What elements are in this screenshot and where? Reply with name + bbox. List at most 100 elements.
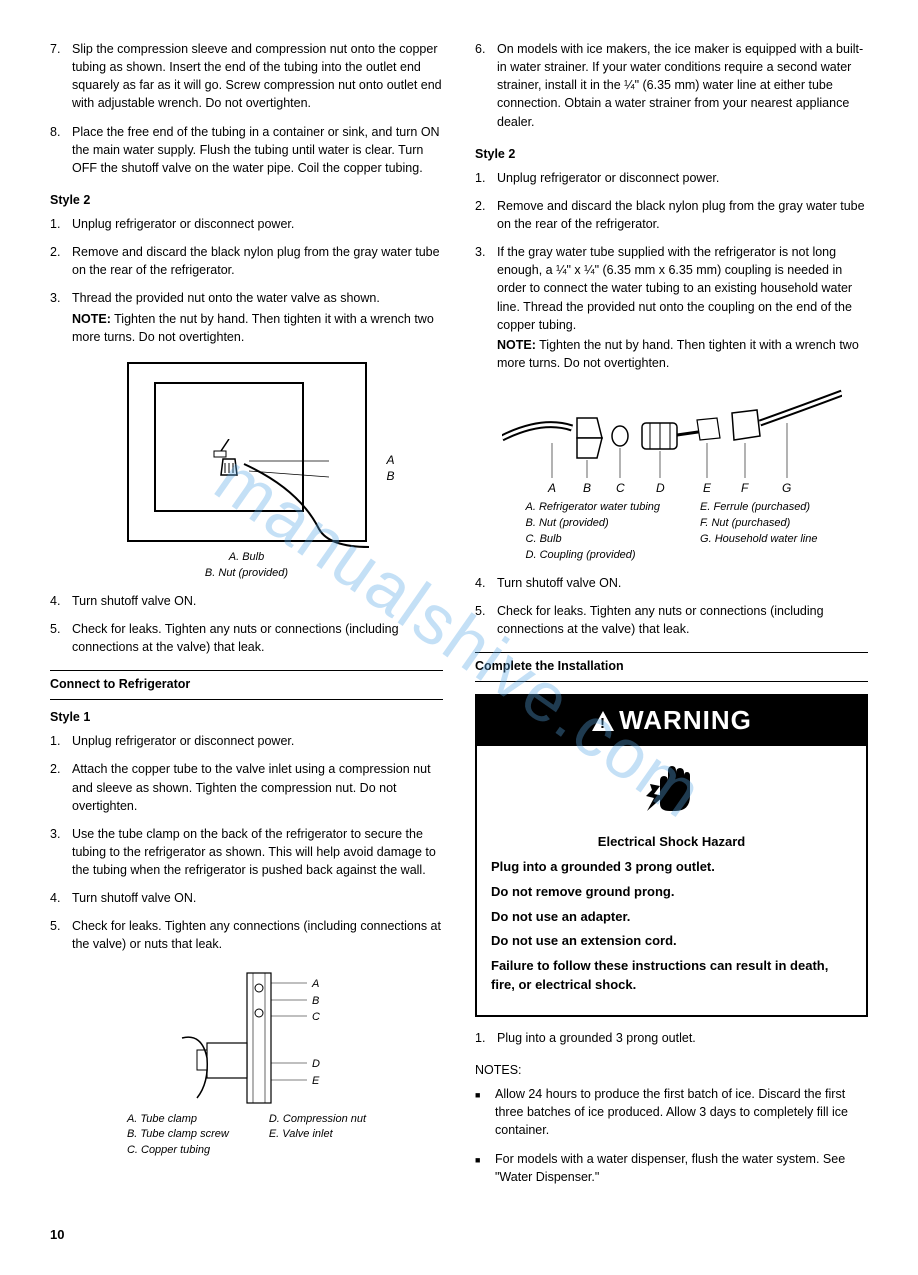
right-column: 6.On models with ice makers, the ice mak… [475, 40, 868, 1196]
warning-title: Electrical Shock Hazard [491, 833, 852, 852]
svg-text:E: E [312, 1075, 320, 1087]
step-text: Turn shutoff valve ON. [497, 574, 868, 592]
step-number: 7. [50, 40, 72, 113]
warning-line: Failure to follow these instructions can… [491, 957, 852, 995]
tube-icon [239, 459, 379, 549]
svg-text:F: F [741, 481, 749, 495]
step-text: Check for leaks. Tighten any connections… [72, 917, 443, 953]
svg-text:C: C [616, 481, 625, 495]
page-number: 10 [50, 1226, 868, 1245]
caption-col-right: E. Ferrule (purchased) F. Nut (purchased… [700, 500, 817, 564]
left-style2-steps-a: 1.Unplug refrigerator or disconnect powe… [50, 215, 443, 348]
step-text: Check for leaks. Tighten any nuts or con… [72, 620, 443, 656]
caption-col-left: A. Tube clamp B. Tube clamp screw C. Cop… [127, 1112, 229, 1160]
left-style1-steps: 1.Unplug refrigerator or disconnect powe… [50, 732, 443, 953]
warning-line: Do not remove ground prong. [491, 883, 852, 902]
figure-2: A B C D E A. Tube clamp B. Tube clamp sc… [50, 968, 443, 1160]
step-number: 2. [50, 760, 72, 814]
step-number: 4. [50, 592, 72, 610]
step-text: Slip the compression sleeve and compress… [72, 40, 443, 113]
warning-icon-area [477, 746, 866, 825]
figure-label-b: B [386, 468, 394, 485]
notes-list: Allow 24 hours to produce the first batc… [475, 1085, 868, 1186]
figure-label-a: A [386, 452, 394, 469]
shock-hand-icon [642, 756, 702, 816]
caption-col-left: A. Refrigerator water tubing B. Nut (pro… [526, 500, 661, 564]
step-text: Remove and discard the black nylon plug … [497, 197, 868, 233]
left-column: 7.Slip the compression sleeve and compre… [50, 40, 443, 1196]
divider [475, 681, 868, 682]
step-number: 6. [475, 40, 497, 131]
step-number: 3. [50, 825, 72, 879]
step-text: Unplug refrigerator or disconnect power. [497, 169, 868, 187]
caption-b: B. Nut (provided) [127, 566, 367, 582]
warning-line: Do not use an extension cord. [491, 932, 852, 951]
step-text: Remove and discard the black nylon plug … [72, 243, 443, 279]
step-number: 1. [50, 215, 72, 233]
left-top-steps: 7.Slip the compression sleeve and compre… [50, 40, 443, 177]
svg-text:D: D [312, 1058, 320, 1070]
svg-text:A: A [547, 481, 556, 495]
bullet-icon [475, 1085, 495, 1139]
step-text: If the gray water tube supplied with the… [497, 243, 868, 374]
coupling-diagram-icon: A B C D E F G [502, 388, 842, 498]
step-text: Turn shutoff valve ON. [72, 592, 443, 610]
svg-text:D: D [656, 481, 665, 495]
note-text: Tighten the nut by hand. Then tighten it… [72, 312, 434, 344]
step-number: 2. [475, 197, 497, 233]
step-text: Attach the copper tube to the valve inle… [72, 760, 443, 814]
final-steps: 1.Plug into a grounded 3 prong outlet. [475, 1029, 868, 1047]
step-number: 3. [50, 289, 72, 347]
step-number: 2. [50, 243, 72, 279]
svg-text:A: A [311, 978, 319, 990]
step-text: Use the tube clamp on the back of the re… [72, 825, 443, 879]
divider [475, 652, 868, 653]
complete-heading: Complete the Installation [475, 657, 868, 677]
warning-line: Do not use an adapter. [491, 908, 852, 927]
svg-text:E: E [703, 481, 712, 495]
note-label: NOTE: [72, 312, 111, 326]
step-number: 5. [475, 602, 497, 638]
warning-header: ! WARNING [477, 696, 866, 746]
step-text: Check for leaks. Tighten any nuts or con… [497, 602, 868, 638]
right-style2-steps-b: 4.Turn shutoff valve ON. 5.Check for lea… [475, 574, 868, 638]
step-text: Place the free end of the tubing in a co… [72, 123, 443, 177]
clamp-diagram-icon: A B C D E [147, 968, 347, 1108]
style1-heading: Style 1 [50, 708, 443, 726]
right-top-steps: 6.On models with ice makers, the ice mak… [475, 40, 868, 131]
connect-heading: Connect to Refrigerator [50, 675, 443, 695]
divider [50, 670, 443, 671]
two-column-layout: 7.Slip the compression sleeve and compre… [50, 40, 868, 1196]
step-number: 4. [50, 889, 72, 907]
caption-col-right: D. Compression nut E. Valve inlet [269, 1112, 366, 1160]
warning-body: Electrical Shock Hazard Plug into a grou… [477, 825, 866, 1015]
note-label: NOTE: [497, 338, 536, 352]
step-number: 1. [475, 169, 497, 187]
step-number: 4. [475, 574, 497, 592]
note-item: For models with a water dispenser, flush… [495, 1150, 868, 1186]
step-text: On models with ice makers, the ice maker… [497, 40, 868, 131]
warning-box: ! WARNING Electrical Shock Hazard Plug i… [475, 694, 868, 1017]
step-number: 8. [50, 123, 72, 177]
step-text: Unplug refrigerator or disconnect power. [72, 215, 443, 233]
svg-text:B: B [583, 481, 591, 495]
right-style2-steps-a: 1.Unplug refrigerator or disconnect powe… [475, 169, 868, 374]
svg-text:!: ! [600, 715, 606, 732]
step-number: 5. [50, 620, 72, 656]
step-text: Unplug refrigerator or disconnect power. [72, 732, 443, 750]
step-number: 3. [475, 243, 497, 374]
step-text: Turn shutoff valve ON. [72, 889, 443, 907]
step-number: 1. [475, 1029, 497, 1047]
svg-text:C: C [312, 1011, 320, 1023]
svg-text:B: B [312, 995, 319, 1007]
note-item: Allow 24 hours to produce the first batc… [495, 1085, 868, 1139]
alert-triangle-icon: ! [591, 710, 615, 732]
warning-line: Plug into a grounded 3 prong outlet. [491, 858, 852, 877]
note-text: Tighten the nut by hand. Then tighten it… [497, 338, 859, 370]
step-number: 5. [50, 917, 72, 953]
step-number: 1. [50, 732, 72, 750]
style2-heading: Style 2 [475, 145, 868, 163]
bullet-icon [475, 1150, 495, 1186]
left-style2-steps-b: 4.Turn shutoff valve ON. 5.Check for lea… [50, 592, 443, 656]
caption-a: A. Bulb [127, 550, 367, 566]
